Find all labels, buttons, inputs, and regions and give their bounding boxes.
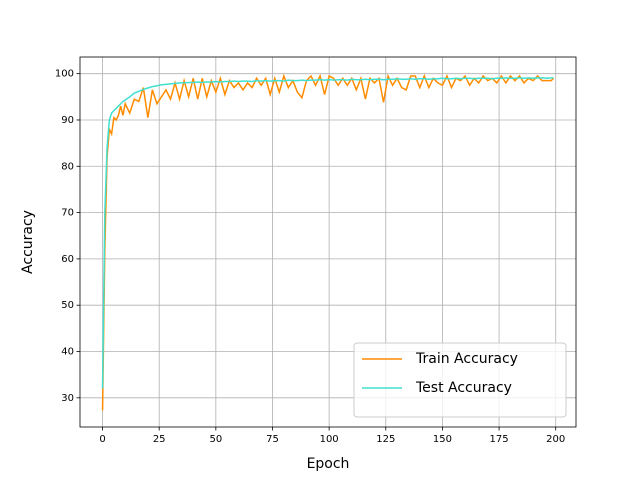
y-tick-label: 40: [61, 347, 74, 358]
y-tick-label: 30: [61, 393, 74, 404]
legend-label: Test Accuracy: [415, 380, 512, 396]
x-tick-label: 175: [490, 434, 509, 445]
y-tick-label: 90: [61, 115, 74, 126]
x-tick-label: 50: [209, 434, 222, 445]
x-tick-label: 125: [376, 434, 395, 445]
x-tick-label: 0: [99, 434, 105, 445]
x-tick-label: 150: [433, 434, 452, 445]
x-axis-label: Epoch: [307, 456, 350, 472]
y-axis-label: Accuracy: [20, 210, 36, 274]
y-tick-label: 80: [61, 161, 74, 172]
legend-label: Train Accuracy: [415, 351, 518, 367]
y-tick-label: 60: [61, 254, 74, 265]
x-tick-label: 75: [266, 434, 279, 445]
x-tick-label: 100: [320, 434, 339, 445]
line: [101, 77, 554, 389]
y-tick-label: 50: [61, 300, 74, 311]
legend-box: [353, 342, 567, 418]
x-tick-label: 200: [546, 434, 565, 445]
y-tick-label: 100: [55, 69, 74, 80]
x-tick-label: 25: [153, 434, 166, 445]
y-tick-label: 70: [61, 208, 74, 219]
plot-frame: [79, 56, 577, 428]
